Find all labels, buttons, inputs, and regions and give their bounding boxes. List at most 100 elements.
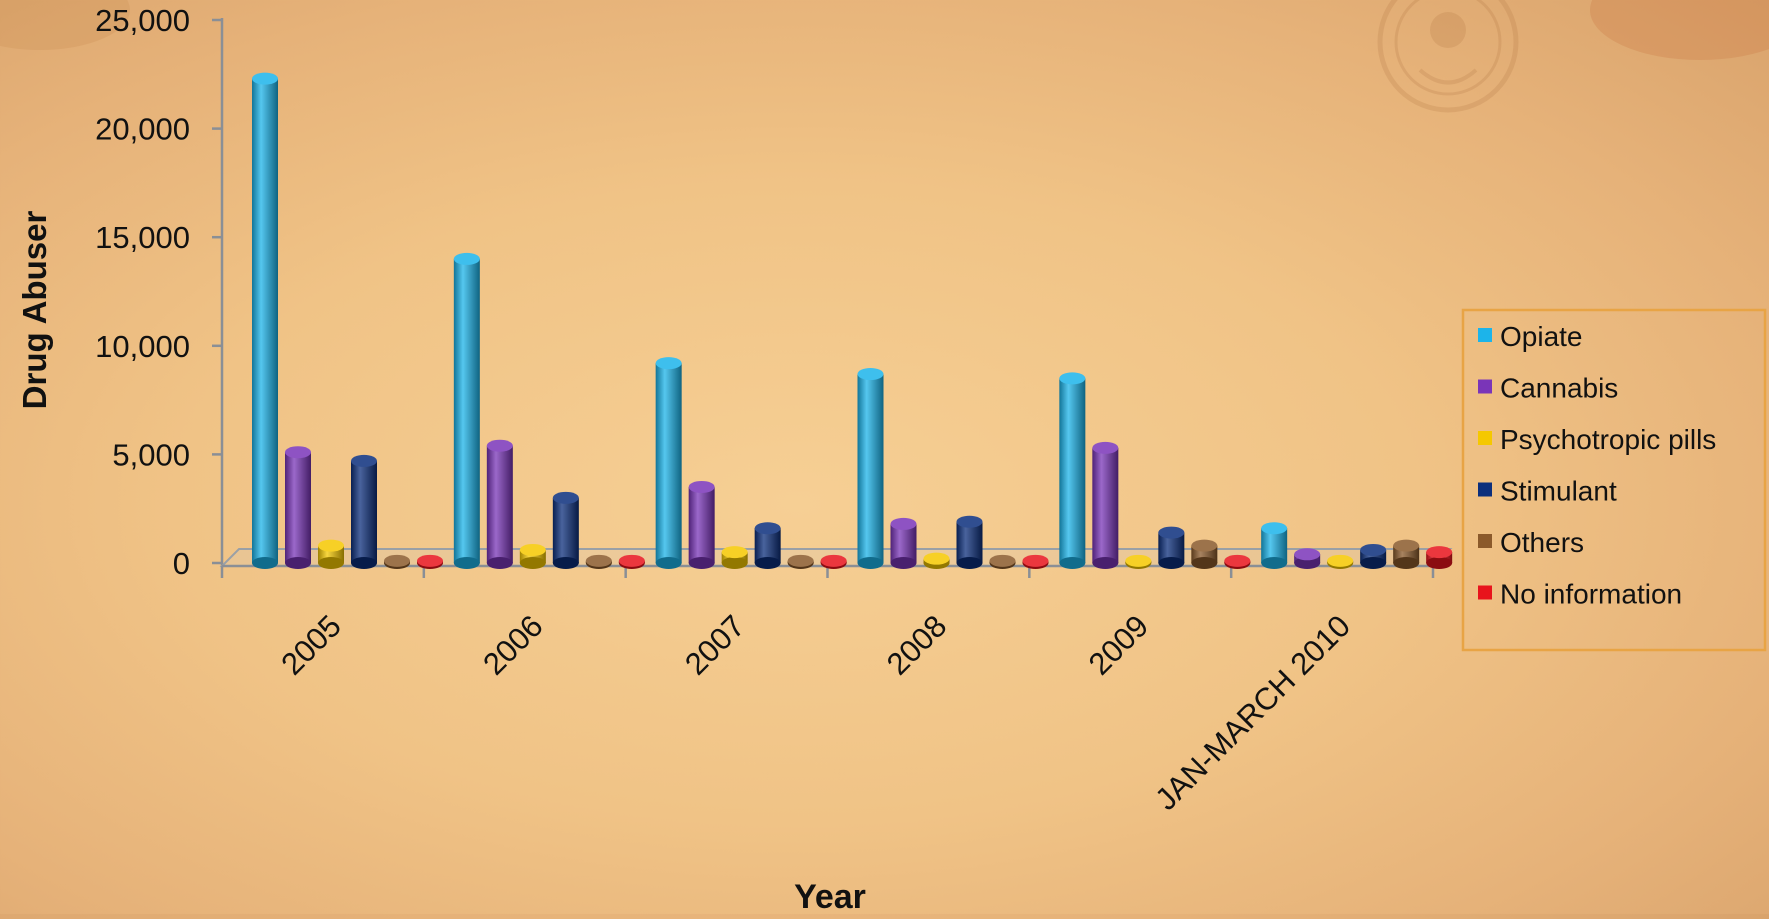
bar-cap [956,515,983,528]
bar [285,446,311,569]
y-tick-label: 10,000 [95,329,190,364]
legend-box [1461,308,1767,652]
bar-cap [721,546,748,559]
bar-cap [486,439,513,452]
bar-body [252,78,278,564]
bar-cap [417,554,443,567]
bar [351,454,377,569]
legend-swatch [1478,328,1492,342]
legend-swatch [1478,482,1492,497]
bar-base [890,557,917,569]
bar-base [1059,557,1086,569]
bar-cap [1294,548,1321,561]
bar-base [721,557,748,569]
bar [1092,441,1119,569]
bar-base [1191,557,1218,569]
bar [453,252,480,569]
bar-body [1092,447,1119,563]
y-axis-label: Drug Abuser [16,211,53,410]
bar-body [890,523,917,563]
bar-cap [1224,554,1251,567]
y-tick-label: 20,000 [95,112,190,147]
bar-base [1092,557,1119,569]
bar-cap [688,480,715,493]
x-tick-label: 2009 [1082,608,1156,682]
bar-cap [1261,522,1288,535]
bar-base [1360,557,1387,569]
x-tick-label: JAN-MARCH 2010 [1148,608,1357,817]
bar-cap [820,554,847,567]
bar-cap [923,552,950,565]
y-tick-label: 25,000 [95,3,190,38]
emblem-watermark [1377,0,1519,113]
bar [923,552,950,569]
bar [1327,554,1354,569]
legend-swatch [1478,585,1492,600]
bar-base [285,557,311,569]
bar-cap [618,554,645,567]
bar [1294,548,1321,569]
y-tick-label: 5,000 [112,437,190,472]
bar-base [552,557,579,569]
bar [519,543,546,569]
bar-cap [1059,372,1086,385]
bar [1261,522,1288,569]
bar-cap [1158,526,1185,539]
bar-cap [1125,554,1152,567]
bar-cap [857,368,884,381]
bar [1224,554,1251,569]
bar [252,72,278,569]
bar [688,480,715,569]
bar-cap [1327,554,1354,567]
bar [1022,554,1049,569]
x-tick-label: 2007 [678,608,752,682]
bar-cap [1426,546,1453,559]
bar [486,439,513,569]
bar-cap [453,252,480,265]
bar [1393,539,1420,569]
bar [585,554,612,569]
y-axis-ticks: 0 5,000 10,000 15,000 20,000 25,000 [95,3,222,581]
bar-base [1294,557,1321,569]
legend-label: Others [1500,527,1584,558]
legend-swatch [1478,431,1492,445]
x-tick-label: 2008 [880,608,954,682]
bar-cap [989,554,1016,567]
bar-cap [252,72,278,85]
bar [318,539,344,569]
bar-cap [655,357,682,370]
bar-base [857,557,884,569]
bar-base [351,557,377,569]
bar-body [351,460,377,563]
bar-body [285,452,311,563]
bar-cap [384,554,410,567]
bar-cap [519,543,546,556]
bar-cap [787,554,814,567]
x-tick-label: 2005 [274,608,348,682]
bar [721,546,748,569]
bar-body [655,363,682,563]
corner-ornament [0,0,1769,60]
bar [956,515,983,569]
bar-body [956,521,983,563]
bar [1426,546,1453,569]
bar [857,368,884,569]
legend-label: Stimulant [1500,476,1617,507]
bar-base [1426,557,1453,569]
bar [384,554,410,569]
bar-body [688,486,715,563]
bar-cap [318,539,344,552]
legend: Opiate Cannabis Psychotropic pills Stimulan… [1461,308,1767,652]
legend-label: Psychotropic pills [1500,424,1716,455]
bar-body [552,497,579,563]
bar [1125,554,1152,569]
y-tick-label: 15,000 [95,220,190,255]
y-tick-label: 0 [173,546,190,581]
legend-swatch [1478,379,1492,394]
legend-label: No information [1500,579,1682,610]
bar-cap [1022,554,1049,567]
bar [890,517,917,569]
bar-cap [890,517,917,530]
